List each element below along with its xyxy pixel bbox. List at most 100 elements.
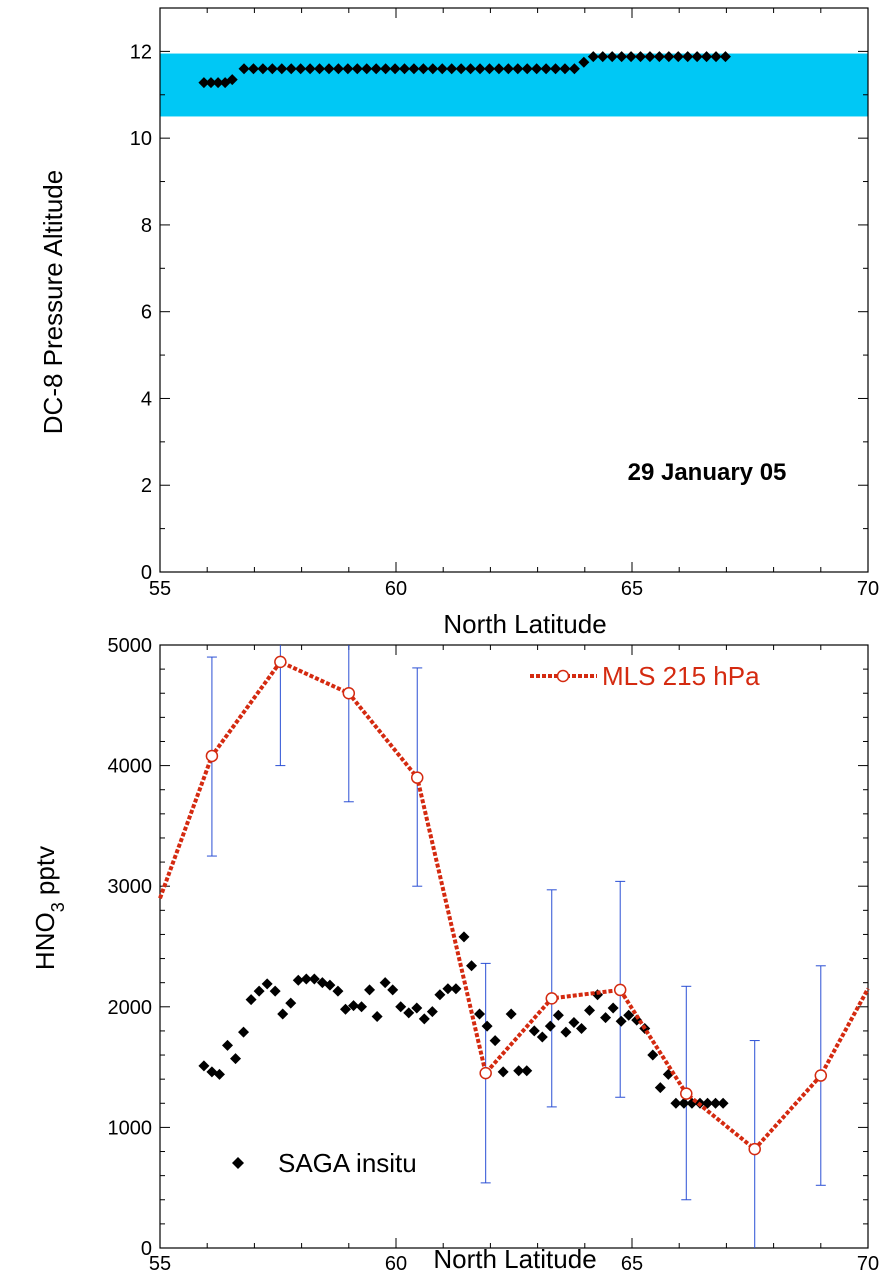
saga-point	[654, 1082, 666, 1094]
altitude-point	[493, 63, 505, 75]
hno3-x-axis-label: North Latitude	[433, 1244, 596, 1274]
saga-point	[474, 1008, 486, 1020]
saga-point	[528, 1025, 540, 1037]
saga-point	[269, 985, 281, 997]
altitude-series	[198, 51, 731, 89]
saga-point	[584, 1004, 596, 1016]
altitude-point	[295, 63, 307, 75]
altitude-point	[285, 63, 297, 75]
saga-point	[600, 1012, 612, 1024]
altitude-point	[323, 63, 335, 75]
legend-saga: SAGA insitu	[232, 1148, 417, 1178]
altitude-point	[247, 63, 259, 75]
altitude-point	[616, 51, 628, 63]
saga-point	[348, 1000, 360, 1012]
y-tick-label: 4000	[108, 756, 153, 778]
saga-point	[387, 984, 399, 996]
altitude-point	[597, 51, 609, 63]
altitude-point	[691, 51, 703, 63]
legend-saga-marker	[232, 1157, 244, 1169]
saga-point	[521, 1065, 533, 1077]
altitude-point	[540, 63, 552, 75]
mls-point	[613, 983, 627, 997]
saga-point	[678, 1097, 690, 1109]
hno3-axis-ticks	[159, 644, 869, 1249]
altitude-point	[559, 63, 571, 75]
x-tick-label: 55	[149, 578, 171, 600]
x-tick-label: 70	[857, 1253, 879, 1274]
altitude-point	[380, 63, 392, 75]
altitude-point	[314, 63, 326, 75]
altitude-point	[719, 51, 731, 63]
y-tick-label: 8	[141, 215, 152, 237]
saga-point	[371, 1010, 383, 1022]
saga-point	[285, 997, 297, 1009]
y-tick-label: 5000	[108, 635, 153, 657]
altitude-point	[238, 63, 250, 75]
altitude-point	[257, 63, 269, 75]
altitude-plot-frame	[159, 7, 869, 573]
saga-point	[300, 973, 312, 985]
saga-point	[253, 985, 265, 997]
saga-point	[245, 994, 257, 1006]
altitude-point	[531, 63, 543, 75]
mls-line	[158, 659, 870, 1152]
altitude-point	[578, 56, 590, 68]
saga-point	[489, 1035, 501, 1047]
x-tick-label: 55	[149, 1253, 171, 1274]
altitude-point	[663, 51, 675, 63]
mls-point	[545, 992, 559, 1005]
altitude-point	[304, 63, 316, 75]
altitude-point	[672, 51, 684, 63]
altitude-point	[653, 51, 665, 63]
altitude-point	[465, 63, 477, 75]
altitude-point	[606, 51, 618, 63]
altitude-point	[417, 63, 429, 75]
hno3-plot-frame	[159, 644, 869, 1249]
saga-point	[702, 1097, 714, 1109]
saga-point	[544, 1020, 556, 1032]
saga-point	[221, 1039, 233, 1051]
saga-point	[379, 977, 391, 989]
altitude-point	[682, 51, 694, 63]
y-tick-label: 3000	[108, 876, 153, 898]
x-tick-label: 70	[857, 578, 879, 600]
mls-point	[274, 655, 287, 669]
x-tick-label: 60	[385, 1253, 407, 1274]
saga-point	[497, 1066, 509, 1078]
hno3-tick-labels: 55 60 65 70 0 1000 2000 3000 4000 5000	[108, 635, 880, 1274]
mls-215-series	[158, 655, 870, 1156]
mls-point	[748, 1142, 761, 1156]
saga-point	[505, 1008, 517, 1020]
saga-point	[552, 1009, 564, 1021]
saga-point	[356, 1001, 368, 1013]
mls-point	[479, 1066, 492, 1080]
altitude-point	[710, 51, 722, 63]
y-tick-label: 2000	[108, 997, 153, 1019]
altitude-point	[351, 63, 363, 75]
saga-point	[536, 1031, 548, 1043]
saga-point	[403, 1007, 415, 1019]
saga-point	[364, 984, 376, 996]
legend-mls: MLS 215 hPa	[530, 661, 760, 691]
altitude-point	[427, 63, 439, 75]
saga-point	[395, 1001, 407, 1013]
saga-point	[466, 960, 478, 972]
saga-point	[230, 1053, 242, 1065]
altitude-point	[483, 63, 495, 75]
altitude-point	[502, 63, 514, 75]
y-tick-label: 10	[130, 128, 152, 150]
altitude-point	[342, 63, 354, 75]
saga-point	[607, 1002, 619, 1014]
saga-point	[213, 1068, 225, 1080]
mls-point	[814, 1069, 828, 1082]
x-tick-label: 65	[621, 578, 643, 600]
altitude-point	[512, 63, 524, 75]
legend-mls-label: MLS 215 hPa	[602, 661, 760, 691]
saga-point	[710, 1097, 722, 1109]
altitude-point	[521, 63, 533, 75]
saga-point	[513, 1065, 525, 1077]
saga-point	[238, 1026, 250, 1038]
date-annotation: 29 January 05	[628, 459, 787, 486]
